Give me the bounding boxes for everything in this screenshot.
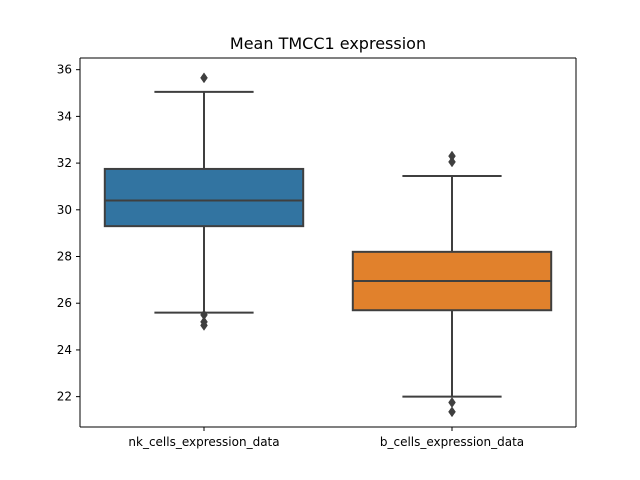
box-marks xyxy=(103,72,553,418)
chart-title: Mean TMCC1 expression xyxy=(230,34,426,53)
x-axis-ticks: nk_cells_expression_data b_cells_expressi… xyxy=(128,427,524,449)
y-tick-label: 26 xyxy=(57,296,72,310)
box-group xyxy=(351,150,553,418)
outlier-point xyxy=(448,406,456,418)
y-tick-label: 34 xyxy=(57,109,72,123)
y-tick-label: 30 xyxy=(57,203,72,217)
x-tick-label: nk_cells_expression_data xyxy=(128,435,279,449)
box xyxy=(103,167,305,228)
y-tick-label: 28 xyxy=(57,250,72,264)
y-tick-label: 32 xyxy=(57,156,72,170)
y-tick-label: 22 xyxy=(57,390,72,404)
outlier-point xyxy=(200,72,208,84)
axes xyxy=(79,57,577,428)
outlier-point xyxy=(448,156,456,168)
plot-area xyxy=(80,58,576,427)
y-axis-ticks: 22 24 26 28 30 32 34 36 xyxy=(57,63,80,404)
outlier-point xyxy=(200,319,208,331)
y-tick-label: 24 xyxy=(57,343,72,357)
box-group xyxy=(103,72,305,331)
y-tick-label: 36 xyxy=(57,63,72,77)
x-tick-label: b_cells_expression_data xyxy=(380,435,524,449)
